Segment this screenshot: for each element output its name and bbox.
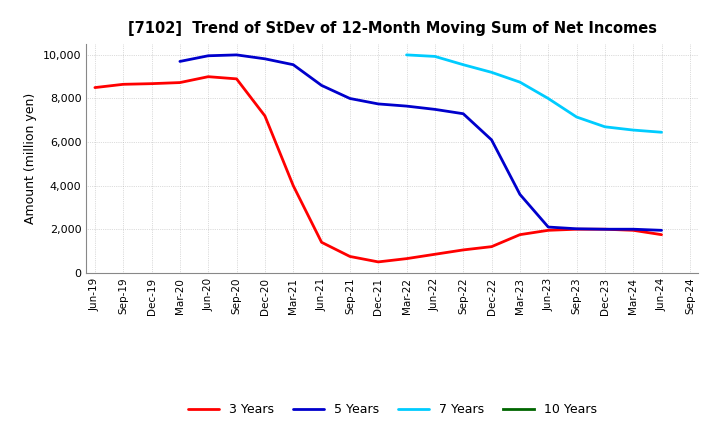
5 Years [544, 224, 552, 230]
3 Years [91, 85, 99, 90]
5 Years [459, 111, 467, 116]
3 Years [289, 183, 297, 188]
5 Years [431, 107, 439, 112]
5 Years [600, 227, 609, 232]
5 Years [261, 56, 269, 62]
Legend: 3 Years, 5 Years, 7 Years, 10 Years: 3 Years, 5 Years, 7 Years, 10 Years [183, 398, 602, 421]
7 Years [600, 124, 609, 129]
3 Years [148, 81, 156, 86]
3 Years [487, 244, 496, 249]
7 Years [459, 62, 467, 67]
5 Years [204, 53, 212, 59]
3 Years [119, 82, 127, 87]
5 Years [657, 227, 666, 233]
5 Years [176, 59, 184, 64]
3 Years [233, 76, 241, 81]
5 Years [318, 83, 326, 88]
3 Years [516, 232, 524, 237]
3 Years [459, 247, 467, 253]
7 Years [516, 80, 524, 85]
3 Years [204, 74, 212, 79]
Y-axis label: Amount (million yen): Amount (million yen) [24, 93, 37, 224]
3 Years [657, 232, 666, 237]
Line: 3 Years: 3 Years [95, 77, 662, 262]
3 Years [572, 227, 581, 232]
3 Years [600, 227, 609, 232]
5 Years [516, 192, 524, 197]
5 Years [289, 62, 297, 67]
5 Years [346, 96, 354, 101]
3 Years [261, 113, 269, 118]
3 Years [402, 256, 411, 261]
3 Years [431, 252, 439, 257]
7 Years [657, 130, 666, 135]
3 Years [544, 227, 552, 233]
3 Years [176, 80, 184, 85]
5 Years [233, 52, 241, 58]
7 Years [572, 114, 581, 120]
5 Years [487, 137, 496, 143]
Title: [7102]  Trend of StDev of 12-Month Moving Sum of Net Incomes: [7102] Trend of StDev of 12-Month Moving… [128, 21, 657, 36]
3 Years [629, 227, 637, 233]
3 Years [346, 254, 354, 259]
7 Years [629, 128, 637, 133]
Line: 7 Years: 7 Years [407, 55, 662, 132]
5 Years [629, 227, 637, 232]
5 Years [374, 101, 382, 106]
5 Years [402, 103, 411, 109]
7 Years [402, 52, 411, 58]
5 Years [572, 226, 581, 231]
3 Years [318, 240, 326, 245]
7 Years [544, 96, 552, 101]
7 Years [487, 70, 496, 75]
7 Years [431, 54, 439, 59]
3 Years [374, 259, 382, 264]
Line: 5 Years: 5 Years [180, 55, 662, 230]
